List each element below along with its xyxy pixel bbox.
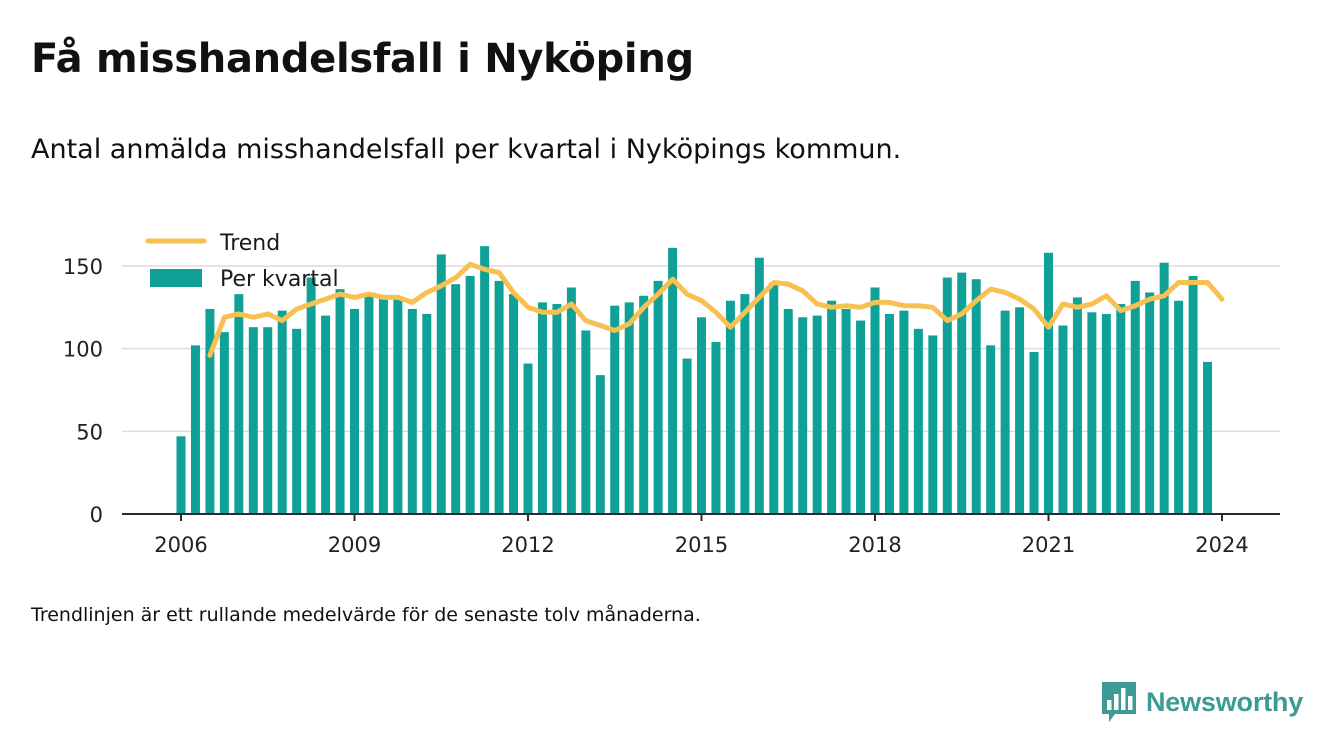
- bar: [364, 292, 374, 514]
- bar: [537, 302, 547, 514]
- x-tick-label: 2009: [328, 533, 381, 557]
- bar: [494, 280, 504, 514]
- bar: [234, 294, 244, 514]
- bar: [1072, 297, 1082, 514]
- chart-title: Få misshandelsfall i Nyköping: [31, 36, 694, 82]
- bar: [1058, 325, 1068, 514]
- bar: [393, 299, 403, 514]
- legend-swatch-per-kvartal: [150, 269, 202, 287]
- bar: [321, 315, 331, 514]
- bar: [581, 330, 591, 514]
- bar: [1174, 300, 1184, 514]
- bar: [754, 257, 764, 514]
- bar: [639, 295, 649, 514]
- bar: [552, 304, 562, 514]
- bars: [176, 246, 1213, 515]
- gridlines: 0 50 100 150: [63, 255, 1280, 527]
- bar: [378, 295, 388, 514]
- legend-label-per-kvartal: Per kvartal: [220, 267, 339, 292]
- bar: [740, 294, 750, 514]
- bar: [884, 313, 894, 514]
- y-tick-label: 50: [76, 420, 103, 444]
- bar: [407, 308, 417, 514]
- bar: [942, 277, 952, 514]
- trend-line-layer: [207, 261, 1225, 358]
- bar: [248, 327, 258, 514]
- bar: [870, 287, 880, 514]
- bar: [957, 272, 967, 514]
- bar: [711, 342, 721, 514]
- bar: [1159, 262, 1169, 514]
- bar: [1145, 292, 1155, 514]
- legend-label-trend: Trend: [219, 231, 280, 256]
- bar: [219, 332, 229, 514]
- footnote: Trendlinjen är ett rullande medelvärde f…: [31, 604, 701, 626]
- bar: [335, 289, 345, 514]
- bar: [480, 246, 490, 514]
- bar: [827, 300, 837, 514]
- bar: [292, 328, 302, 514]
- bar: [986, 345, 996, 514]
- bar: [971, 279, 981, 514]
- bar: [682, 358, 692, 514]
- bar: [725, 300, 735, 514]
- x-tick-label: 2024: [1195, 533, 1248, 557]
- bar: [190, 345, 200, 514]
- bar: [769, 282, 779, 514]
- x-axis: 2006 2009 2012 2015 2018 2021 2024: [122, 513, 1280, 557]
- bar: [595, 375, 605, 514]
- bar: [1029, 351, 1039, 514]
- bar: [928, 335, 938, 514]
- bar: [1188, 275, 1198, 514]
- chart-subtitle: Antal anmälda misshandelsfall per kvarta…: [31, 134, 902, 165]
- legend: Trend Per kvartal: [145, 231, 339, 292]
- bar: [653, 280, 663, 514]
- bar: [798, 317, 808, 514]
- bar: [1116, 304, 1126, 514]
- bar: [1130, 280, 1140, 514]
- bar: [1044, 252, 1053, 515]
- y-tick-label: 0: [90, 503, 103, 527]
- trend-line: [207, 261, 1225, 358]
- bar: [783, 308, 793, 514]
- bar: [668, 247, 678, 514]
- bar: [1087, 312, 1097, 514]
- x-tick-label: 2006: [154, 533, 207, 557]
- bar: [263, 327, 273, 514]
- bar: [509, 294, 519, 514]
- bar: [610, 305, 620, 514]
- chart: 0 50 100 150 2006 2009 2012 2015 2018 2021 2024 T…: [63, 231, 1280, 557]
- bar: [436, 254, 446, 514]
- x-tick-label: 2015: [675, 533, 728, 557]
- bar: [205, 308, 215, 514]
- bar: [1015, 307, 1025, 514]
- bar: [465, 275, 475, 514]
- bar: [277, 310, 287, 514]
- bar: [856, 320, 866, 514]
- bar: [899, 310, 909, 514]
- bar: [422, 313, 432, 514]
- bar: [697, 317, 706, 514]
- bar: [1000, 310, 1010, 514]
- bar: [913, 328, 923, 514]
- brand-logo: Newsworthy: [1102, 682, 1303, 722]
- bar: [350, 308, 359, 514]
- y-tick-label: 100: [63, 338, 103, 362]
- bar: [812, 315, 822, 514]
- bar: [1203, 361, 1213, 514]
- x-tick-label: 2021: [1022, 533, 1075, 557]
- bar: [624, 302, 634, 514]
- bar: [451, 284, 461, 514]
- newsworthy-logo-icon: [1102, 682, 1136, 722]
- bar: [1101, 313, 1111, 514]
- y-tick-label: 150: [63, 255, 103, 279]
- bar: [566, 287, 576, 514]
- bar: [841, 308, 851, 514]
- x-tick-label: 2012: [501, 533, 554, 557]
- bar: [176, 436, 186, 514]
- bar: [523, 363, 533, 514]
- x-tick-label: 2018: [848, 533, 901, 557]
- brand-name: Newsworthy: [1146, 686, 1304, 717]
- bar: [306, 277, 316, 514]
